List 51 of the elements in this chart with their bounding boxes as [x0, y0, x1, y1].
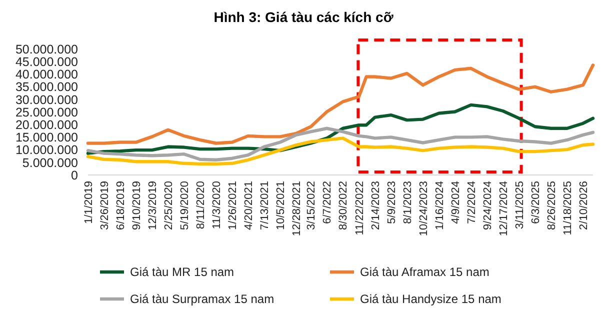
x-tick-label: 5/19/2020	[178, 181, 191, 230]
x-tick-label: 6/18/2019	[114, 181, 127, 230]
line-series	[86, 64, 595, 145]
x-tick-label: 8/26/2025	[546, 181, 558, 230]
y-tick-label: 20.000.000	[15, 118, 78, 132]
legend-label: Giá tàu Handysize 15 nam	[360, 292, 502, 306]
x-tick-label: 4/9/2024	[450, 181, 462, 224]
y-tick-label: 10.000.000	[15, 143, 78, 158]
x-tick-label: 12/28/2021	[291, 181, 304, 236]
y-tick-label: 5.000.000	[22, 156, 78, 170]
x-tick-label: 8/1/2023	[402, 181, 414, 224]
y-tick-label: 30.000.000	[15, 92, 78, 107]
x-tick-label: 11/3/2020	[210, 181, 223, 230]
legend-label: Giá tàu Surpramax 15 nam	[130, 292, 274, 306]
x-tick-label: 3/15/2022	[306, 181, 318, 230]
x-tick-label: 3/26/2019	[98, 181, 111, 230]
legend-label: Giá tàu Aframax 15 nam	[360, 265, 490, 280]
y-tick-label: 25.000.000	[15, 105, 78, 120]
x-tick-label: 8/30/2022	[338, 181, 350, 230]
x-tick-label: 1/1/2019	[82, 181, 95, 224]
y-tick-label: 15.000.000	[15, 130, 78, 145]
x-tick-label: 1/16/2024	[434, 181, 446, 230]
x-tick-label: 12/17/2024	[498, 181, 510, 236]
x-tick-label: 6/3/2025	[530, 181, 542, 224]
y-tick-label: 0	[71, 168, 78, 182]
y-tick-label: 50.000.000	[15, 42, 78, 56]
line-series	[86, 136, 595, 166]
x-tick-label: 9/10/2019	[130, 181, 143, 230]
x-tick-label: 2/25/2020	[162, 181, 175, 230]
chart-title: Hình 3: Giá tàu các kích cỡ	[214, 9, 394, 25]
x-tick-label: 10/5/2021	[275, 181, 288, 230]
x-tick-label: 8/11/2020	[194, 181, 207, 230]
x-tick-label: 3/11/2025	[514, 181, 526, 230]
y-tick-label: 45.000.000	[15, 54, 78, 69]
x-tick-label: 10/24/2023	[418, 181, 430, 236]
x-tick-label: 9/24/2024	[482, 181, 494, 230]
line-series	[86, 126, 595, 162]
x-tick-label: 2/10/2026	[578, 181, 590, 230]
x-tick-label: 11/18/2025	[562, 181, 574, 236]
y-tick-label: 40.000.000	[15, 68, 78, 82]
x-tick-label: 5/9/2023	[386, 181, 398, 224]
x-tick-label: 11/22/2022	[354, 181, 366, 236]
legend-label: Giá tàu MR 15 nam	[130, 265, 234, 280]
x-tick-label: 1/26/2021	[226, 181, 239, 230]
x-tick-label: 12/3/2019	[146, 181, 159, 230]
x-tick-label: 4/20/2021	[242, 181, 255, 230]
x-tick-label: 7/2/2024	[466, 181, 478, 224]
x-tick-label: 7/13/2021	[259, 181, 271, 230]
y-tick-label: 35.000.000	[15, 80, 78, 94]
x-tick-label: 6/7/2022	[322, 181, 334, 224]
x-tick-label: 2/14/2023	[370, 181, 382, 230]
